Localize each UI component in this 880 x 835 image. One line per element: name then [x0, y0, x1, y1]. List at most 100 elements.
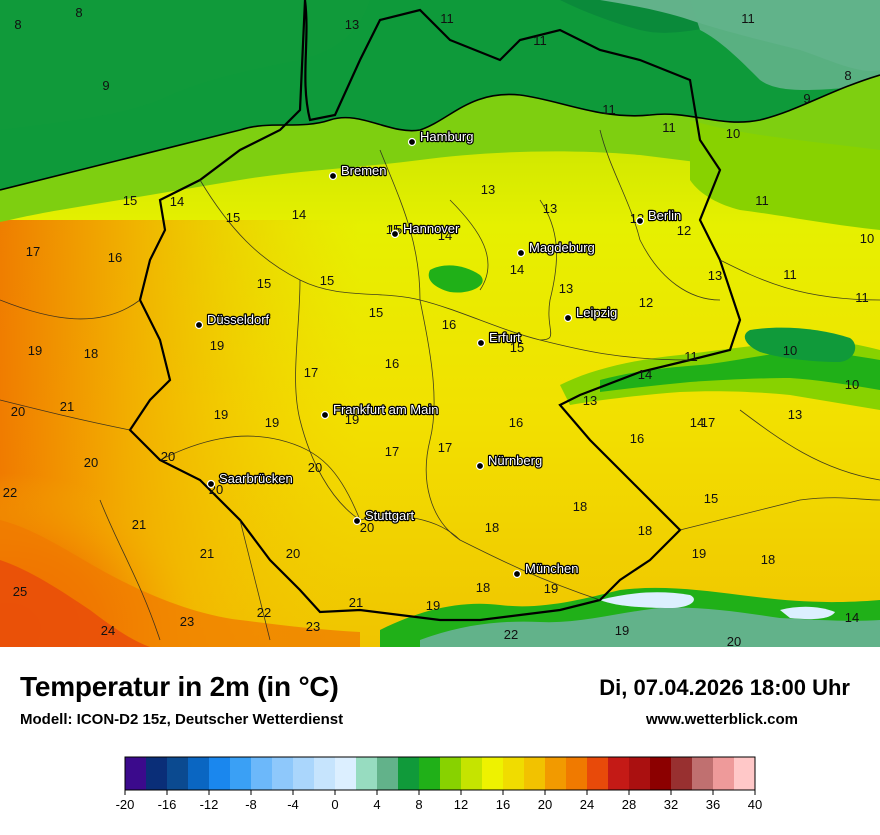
legend-tick-label: 40 [748, 797, 762, 812]
temperature-value: 10 [726, 126, 740, 141]
temperature-value: 13 [583, 393, 597, 408]
legend-swatch [713, 757, 735, 790]
temperature-value: 16 [385, 356, 399, 371]
temperature-value: 20 [360, 520, 374, 535]
temperature-value: 9 [102, 78, 109, 93]
temperature-value: 15 [123, 193, 137, 208]
city-dot [512, 569, 522, 579]
temperature-value: 14 [292, 207, 306, 222]
city-marker-duesseldorf: Düsseldorf [194, 311, 271, 330]
legend-swatch [587, 757, 609, 790]
legend-swatch [734, 757, 756, 790]
temperature-value: 8 [14, 17, 21, 32]
legend-swatch [209, 757, 231, 790]
temperature-value: 20 [286, 546, 300, 561]
temperature-value: 14 [845, 610, 859, 625]
temperature-value: 18 [761, 552, 775, 567]
temperature-value: 12 [677, 223, 691, 238]
temperature-value: 8 [75, 5, 82, 20]
city-marker-magdeburg: Magdeburg [516, 239, 596, 258]
city-marker-muenchen: München [512, 560, 580, 579]
legend-swatch [356, 757, 378, 790]
legend-swatch [461, 757, 483, 790]
legend-tick-label: -4 [287, 797, 299, 812]
city-label: Stuttgart [365, 508, 415, 523]
city-label: Leipzig [576, 305, 617, 320]
legend-swatch [650, 757, 672, 790]
legend-swatch [314, 757, 336, 790]
temperature-value: 15 [510, 340, 524, 355]
legend-tick-label: 28 [622, 797, 636, 812]
map-title: Temperatur in 2m (in °C) [20, 671, 339, 702]
legend-swatch [482, 757, 504, 790]
temperature-value: 10 [860, 231, 874, 246]
temperature-value: 14 [510, 262, 524, 277]
legend-tick-label: 4 [373, 797, 380, 812]
legend-swatch [503, 757, 525, 790]
legend-swatch [251, 757, 273, 790]
legend-swatch [398, 757, 420, 790]
temperature-value: 22 [504, 627, 518, 642]
legend-tick-label: -16 [158, 797, 177, 812]
temperature-value: 14 [690, 415, 704, 430]
temperature-value: 13 [345, 17, 359, 32]
city-marker-frankfurt: Frankfurt am Main [320, 401, 440, 420]
legend-swatch [335, 757, 357, 790]
temperature-value: 25 [13, 584, 27, 599]
legend-tick-label: 0 [331, 797, 338, 812]
city-label: Frankfurt am Main [333, 402, 438, 417]
temperature-value: 11 [783, 267, 797, 282]
legend-swatch [293, 757, 315, 790]
legend-swatch [629, 757, 651, 790]
temperature-value: 14 [170, 194, 184, 209]
temperature-value: 19 [544, 581, 558, 596]
legend-swatch [125, 757, 147, 790]
temperature-value: 17 [304, 365, 318, 380]
city-label: Saarbrücken [219, 471, 293, 486]
legend-swatch [272, 757, 294, 790]
city-label: Magdeburg [529, 240, 595, 255]
legend-tick-label: -8 [245, 797, 257, 812]
city-dot [635, 216, 645, 226]
city-marker-hamburg: Hamburg [407, 128, 475, 147]
city-marker-berlin: Berlin [635, 207, 682, 226]
city-label: Nürnberg [488, 453, 542, 468]
temperature-value: 11 [602, 102, 616, 117]
temperature-value: 18 [84, 346, 98, 361]
temperature-value: 13 [481, 182, 495, 197]
temperature-value: 18 [476, 580, 490, 595]
city-dot [194, 320, 204, 330]
legend-swatch [566, 757, 588, 790]
model-info: Modell: ICON-D2 15z, Deutscher Wetterdie… [20, 711, 344, 728]
temperature-value: 18 [573, 499, 587, 514]
legend-swatch [146, 757, 168, 790]
city-marker-stuttgart: Stuttgart [352, 507, 416, 526]
temperature-value: 16 [509, 415, 523, 430]
temperature-value: 11 [533, 33, 547, 48]
city-dot [390, 229, 400, 239]
temperature-value: 19 [214, 407, 228, 422]
temperature-value: 21 [60, 399, 74, 414]
temperature-value: 14 [438, 228, 452, 243]
website-link[interactable]: www.wetterblick.com [646, 711, 798, 728]
city-label: Berlin [648, 208, 681, 223]
city-dot [407, 137, 417, 147]
temperature-value: 18 [638, 523, 652, 538]
legend-swatch [692, 757, 714, 790]
temperature-value: 16 [442, 317, 456, 332]
temperature-value: 8 [844, 68, 851, 83]
city-label: Erfurt [489, 330, 521, 345]
temperature-value: 19 [426, 598, 440, 613]
temperature-value: 24 [101, 623, 115, 638]
city-marker-erfurt: Erfurt [476, 329, 522, 348]
temperature-value: 9 [803, 91, 810, 106]
city-marker-leipzig: Leipzig [563, 304, 618, 323]
city-marker-hannover: Hannover [390, 220, 461, 239]
temperature-value: 17 [701, 415, 715, 430]
temperature-value: 19 [692, 546, 706, 561]
temperature-value: 15 [257, 276, 271, 291]
city-label: Düsseldorf [207, 312, 270, 327]
temperature-value: 13 [543, 201, 557, 216]
legend-tick-label: 20 [538, 797, 552, 812]
city-dot [516, 248, 526, 258]
